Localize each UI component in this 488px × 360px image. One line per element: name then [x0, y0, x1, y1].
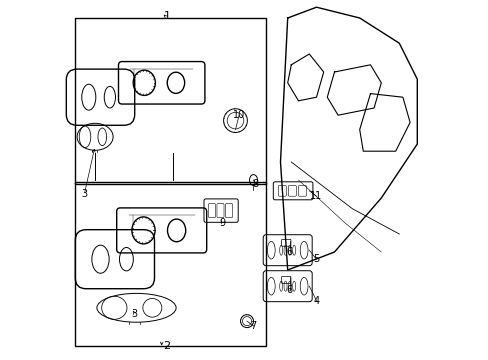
Text: 4: 4: [313, 296, 319, 306]
Text: 3: 3: [131, 309, 138, 319]
Text: 8: 8: [252, 179, 258, 189]
Text: 3: 3: [81, 189, 87, 199]
Text: 6: 6: [286, 247, 292, 257]
Text: 9: 9: [220, 218, 225, 228]
Text: 10: 10: [232, 110, 244, 120]
Bar: [75, 182, 265, 346]
Text: 11: 11: [310, 191, 322, 201]
Text: 5: 5: [313, 254, 319, 264]
Bar: [75, 18, 265, 184]
Text: 2: 2: [163, 341, 170, 351]
Text: 6: 6: [286, 285, 292, 295]
Text: 7: 7: [250, 321, 256, 331]
Text: 1: 1: [163, 11, 170, 21]
